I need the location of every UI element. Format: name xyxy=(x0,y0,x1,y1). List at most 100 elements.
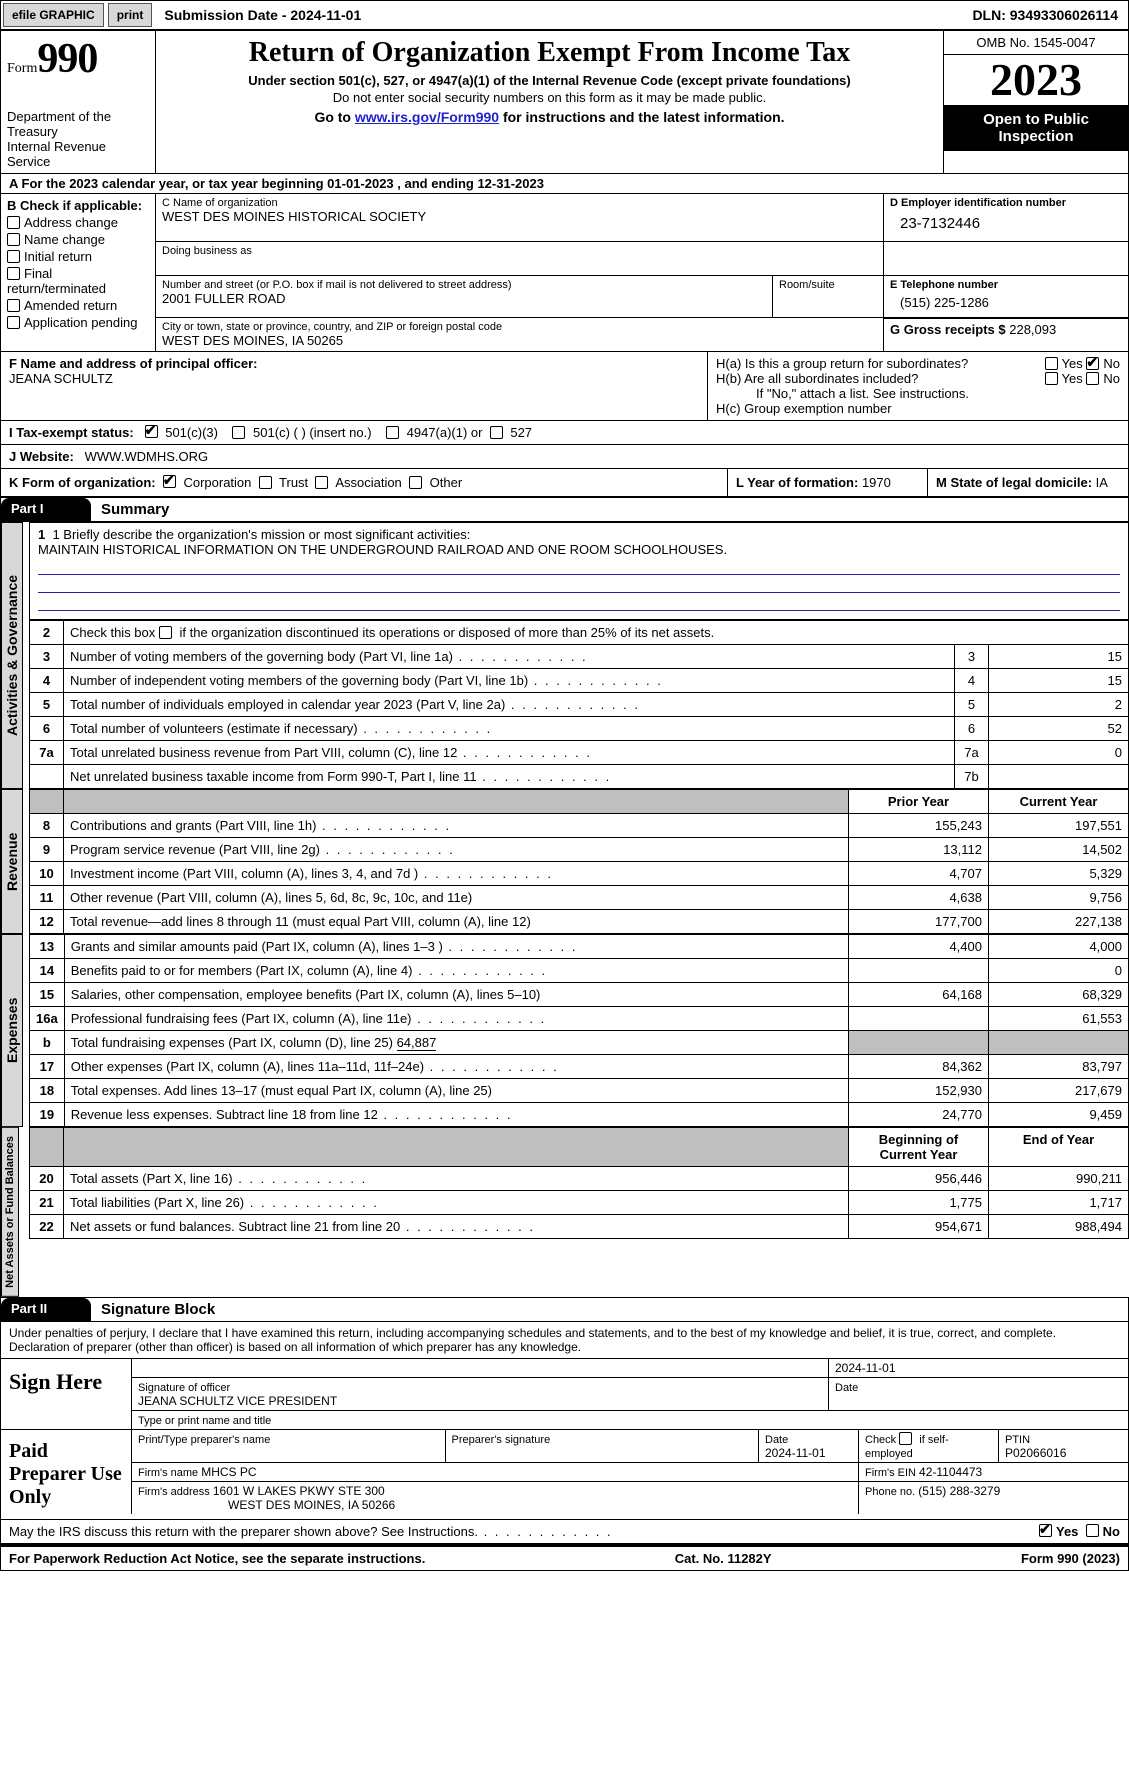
domicile-value: IA xyxy=(1096,475,1108,490)
check-line2[interactable] xyxy=(159,626,172,639)
check-assoc[interactable] xyxy=(315,476,328,489)
check-final-return[interactable] xyxy=(7,267,20,280)
line-21-end: 1,717 xyxy=(989,1191,1129,1215)
net-assets-table: Beginning of Current YearEnd of Year 20T… xyxy=(29,1127,1129,1239)
irs-link[interactable]: www.irs.gov/Form990 xyxy=(355,109,499,125)
label-amended-return: Amended return xyxy=(24,298,117,313)
col-current-year: Current Year xyxy=(989,790,1129,814)
officer-label: F Name and address of principal officer: xyxy=(9,356,258,371)
line-13-curr: 4,000 xyxy=(989,935,1129,959)
box-b-head: B Check if applicable: xyxy=(7,198,142,213)
discuss-yes: Yes xyxy=(1056,1524,1078,1539)
line-11-curr: 9,756 xyxy=(989,886,1129,910)
line-22-label: Net assets or fund balances. Subtract li… xyxy=(64,1215,849,1239)
check-other[interactable] xyxy=(409,476,422,489)
label-other: Other xyxy=(430,475,463,490)
form-word: Form xyxy=(7,61,37,76)
line-16b-value: 64,887 xyxy=(397,1035,437,1051)
line-21-begin: 1,775 xyxy=(849,1191,989,1215)
part2-header: Part II Signature Block xyxy=(0,1297,1129,1322)
check-application-pending[interactable] xyxy=(7,316,20,329)
net-assets-section: Net Assets or Fund Balances Beginning of… xyxy=(0,1127,1129,1297)
line-16a-prior xyxy=(849,1007,989,1031)
footer-pra: For Paperwork Reduction Act Notice, see … xyxy=(9,1551,425,1566)
submission-date-value: 2024-11-01 xyxy=(290,7,361,23)
col-begin-year: Beginning of Current Year xyxy=(849,1128,989,1167)
sign-here-block: Sign Here 2024-11-01 Signature of office… xyxy=(0,1359,1129,1430)
firm-phone-label: Phone no. xyxy=(865,1486,918,1498)
firm-addr-label: Firm's address xyxy=(138,1486,213,1498)
line-18-label: Total expenses. Add lines 13–17 (must eq… xyxy=(64,1079,848,1103)
hb-label: H(b) Are all subordinates included? xyxy=(716,371,1045,386)
officer-sig-name: JEANA SCHULTZ VICE PRESIDENT xyxy=(138,1394,337,1408)
website-label: J Website: xyxy=(9,449,74,464)
side-revenue: Revenue xyxy=(1,789,23,934)
check-discuss-yes[interactable] xyxy=(1039,1524,1052,1537)
check-address-change[interactable] xyxy=(7,216,20,229)
line-2: Check this box if the organization disco… xyxy=(64,621,1129,645)
label-initial-return: Initial return xyxy=(24,249,92,264)
line-3-value: 15 xyxy=(989,645,1129,669)
phone-label: E Telephone number xyxy=(890,279,1122,291)
line-14-prior xyxy=(849,959,989,983)
line-8-label: Contributions and grants (Part VIII, lin… xyxy=(64,814,849,838)
hb-check-yes[interactable] xyxy=(1045,372,1058,385)
sign-here-label: Sign Here xyxy=(1,1359,131,1429)
ha-check-no[interactable] xyxy=(1086,357,1099,370)
check-corp[interactable] xyxy=(163,475,176,488)
form-title: Return of Organization Exempt From Incom… xyxy=(166,37,933,69)
firm-name: MHCS PC xyxy=(201,1465,256,1479)
submission-date-label: Submission Date - xyxy=(164,7,290,23)
line-12-label: Total revenue—add lines 8 through 11 (mu… xyxy=(64,910,849,934)
form-header: Form990 Department of the Treasury Inter… xyxy=(0,30,1129,174)
check-trust[interactable] xyxy=(259,476,272,489)
line-17-curr: 83,797 xyxy=(989,1055,1129,1079)
check-amended-return[interactable] xyxy=(7,299,20,312)
label-501c: 501(c) ( ) (insert no.) xyxy=(253,425,371,440)
part1-title: Summary xyxy=(91,498,179,521)
line-11-label: Other revenue (Part VIII, column (A), li… xyxy=(64,886,849,910)
firm-addr-2: WEST DES MOINES, IA 50266 xyxy=(138,1498,395,1512)
line-14-curr: 0 xyxy=(989,959,1129,983)
check-initial-return[interactable] xyxy=(7,250,20,263)
print-button[interactable]: print xyxy=(108,3,153,27)
check-501c[interactable] xyxy=(232,426,245,439)
line-17-prior: 84,362 xyxy=(849,1055,989,1079)
label-final-return: Final return/terminated xyxy=(7,266,106,296)
line-15-curr: 68,329 xyxy=(989,983,1129,1007)
line-21-label: Total liabilities (Part X, line 26) xyxy=(64,1191,849,1215)
check-name-change[interactable] xyxy=(7,233,20,246)
firm-name-label: Firm's name xyxy=(138,1467,201,1479)
label-501c3: 501(c)(3) xyxy=(165,425,218,440)
city-value: WEST DES MOINES, IA 50265 xyxy=(162,333,343,348)
tax-status-label: I Tax-exempt status: xyxy=(9,425,134,440)
footer-cat: Cat. No. 11282Y xyxy=(675,1551,772,1566)
street-value: 2001 FULLER ROAD xyxy=(162,291,286,306)
website-value: WWW.WDMHS.ORG xyxy=(85,449,208,464)
dln-label: DLN: xyxy=(972,7,1009,23)
phone-value: (515) 225-1286 xyxy=(890,291,1122,314)
efile-graphic-button[interactable]: efile GRAPHIC xyxy=(3,3,104,27)
line-14-label: Benefits paid to or for members (Part IX… xyxy=(64,959,848,983)
check-4947[interactable] xyxy=(386,426,399,439)
hb-check-no[interactable] xyxy=(1086,372,1099,385)
org-name-label: C Name of organization xyxy=(162,197,877,209)
label-address-change: Address change xyxy=(24,215,118,230)
check-self-employed[interactable] xyxy=(899,1432,912,1445)
check-501c3[interactable] xyxy=(145,425,158,438)
label-trust: Trust xyxy=(279,475,308,490)
part1-label: Part I xyxy=(1,498,91,521)
entity-block: B Check if applicable: Address change Na… xyxy=(0,194,1129,352)
line-16a-curr: 61,553 xyxy=(989,1007,1129,1031)
may-irs-label: May the IRS discuss this return with the… xyxy=(9,1524,1039,1539)
line-19-label: Revenue less expenses. Subtract line 18 … xyxy=(64,1103,848,1127)
ha-check-yes[interactable] xyxy=(1045,357,1058,370)
check-527[interactable] xyxy=(490,426,503,439)
period-begin: 01-01-2023 xyxy=(327,176,394,191)
line-4-label: Number of independent voting members of … xyxy=(64,669,955,693)
dln-value: 93493306026114 xyxy=(1010,7,1118,23)
check-discuss-no[interactable] xyxy=(1086,1524,1099,1537)
part1-header: Part I Summary xyxy=(0,497,1129,522)
line-9-prior: 13,112 xyxy=(849,838,989,862)
line-22-begin: 954,671 xyxy=(849,1215,989,1239)
